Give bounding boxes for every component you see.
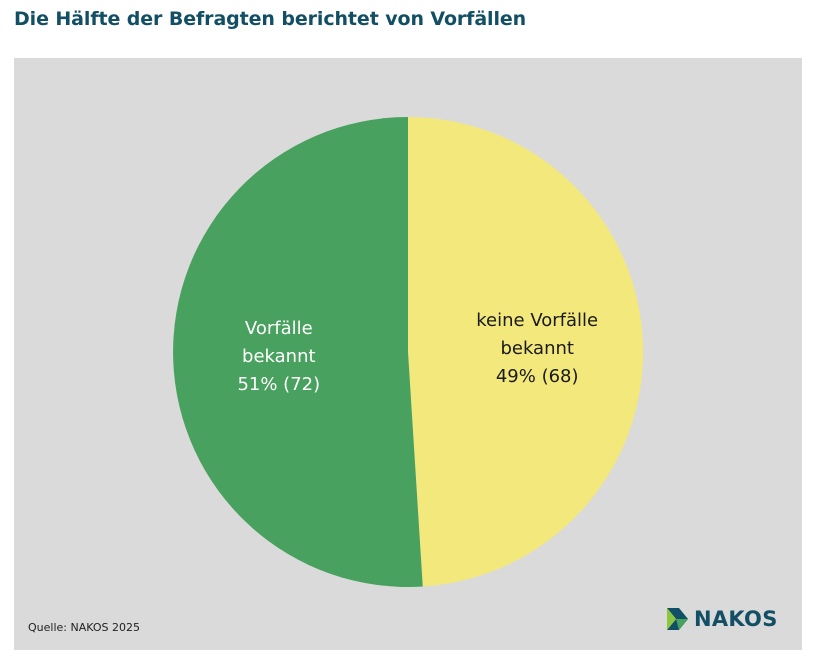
pie-slice-label-line: keine Vorfälle [476, 310, 598, 331]
chart-title: Die Hälfte der Befragten berichtet von V… [14, 8, 527, 30]
nakos-logo-icon [667, 608, 688, 630]
pie-slice-label-line: 49% (68) [496, 366, 579, 387]
nakos-logo: NAKOS [664, 606, 778, 632]
pie-slice-label-line: 51% (72) [237, 374, 320, 395]
source-note: Quelle: NAKOS 2025 [28, 621, 140, 634]
logo-text: NAKOS [694, 607, 778, 631]
pie-slice-1 [173, 117, 423, 588]
pie-slice-label-line: Vorfälle [245, 318, 313, 339]
pie-slice-label-0: keine Vorfälle bekannt 49% (68) [476, 310, 598, 387]
pie-slice-label-line: bekannt [242, 346, 316, 367]
pie-slice-label-1: Vorfälle bekannt 51% (72) [237, 318, 320, 395]
pie-slice-label-line: bekannt [500, 338, 574, 359]
pie-slice-0 [408, 116, 644, 587]
